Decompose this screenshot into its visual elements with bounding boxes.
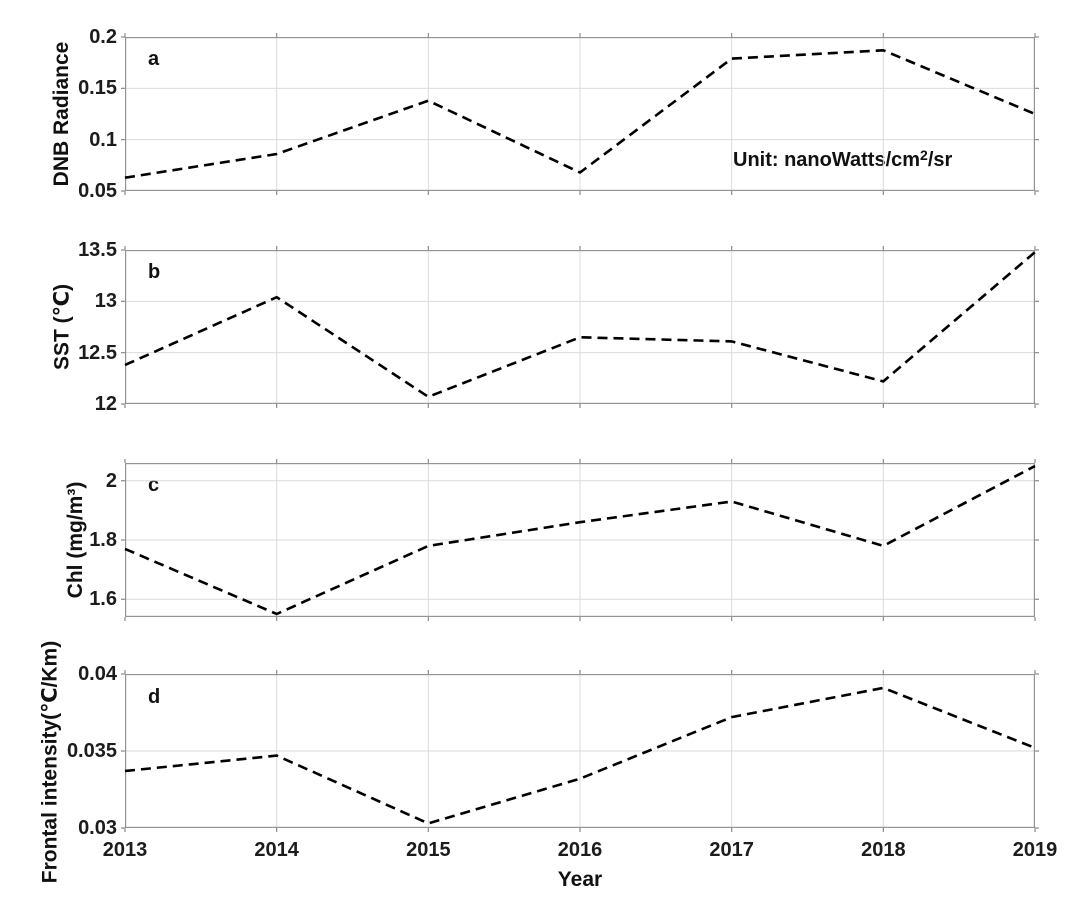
axes-border [125,674,1035,829]
y-tick-label: 13.5 [78,239,117,261]
x-tick-label: 2013 [102,839,148,861]
x-tick-label: 2017 [709,839,754,861]
x-tick-label: 2014 [254,839,299,861]
axes-border [125,250,1035,405]
x-tick-label: 2016 [557,839,603,861]
panel-d-plot-area [121,670,1039,832]
y-tick-label: 0.2 [89,26,117,48]
panel-c-plot-area [121,459,1039,621]
y-tick-label: 12.5 [78,341,117,364]
y-tick-label: 1.8 [89,529,117,551]
data-line-a [124,48,1036,179]
panel-b-plot-area [121,246,1039,408]
y-tick-label: 0.15 [78,77,117,100]
data-line-b [124,251,1036,399]
x-tick-label: 2015 [406,839,451,861]
y-tick-label: 0.05 [78,180,117,202]
y-tick-label: 12 [94,393,117,415]
unit-annotation-superscript: 2 [920,147,928,163]
data-line-d [124,686,1036,825]
unit-annotation-suffix: /sr [927,149,953,171]
y-tick-label: 0.03 [78,817,117,839]
y-tick-label: 0.04 [78,663,117,685]
panel-a-plot-area [121,33,1039,195]
unit-annotation-text: Unit: nanoWatts/cm [733,149,921,171]
panel-letter-b: b [148,261,161,283]
axes-border [125,37,1035,192]
panel-letter-c: c [148,474,160,496]
axes-border [125,463,1035,618]
y-axis-label-dnb-radiance: DNB Radiance [50,41,73,187]
y-tick-label: 1.6 [89,588,117,611]
x-tick-label: 2018 [861,839,906,861]
panel-letter-d: d [148,686,161,708]
x-axis-label: Year [557,868,603,891]
y-tick-label: 0.1 [89,128,117,151]
x-tick-label: 2019 [1012,839,1058,861]
y-tick-label: 13 [94,290,117,313]
unit-annotation: Unit: nanoWatts/cm2/sr [733,147,952,172]
data-line-c [124,464,1036,616]
y-tick-label: 2 [105,469,117,492]
y-tick-label: 0.035 [66,740,117,762]
panel-letter-a: a [148,48,160,70]
